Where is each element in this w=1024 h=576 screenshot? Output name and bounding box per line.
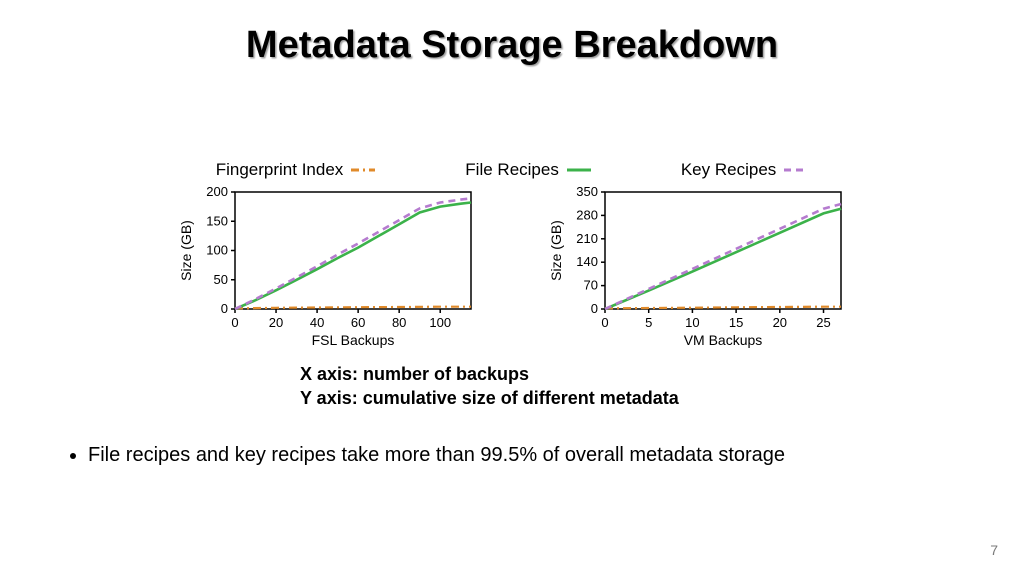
svg-text:200: 200 bbox=[206, 186, 228, 199]
svg-text:210: 210 bbox=[576, 231, 598, 246]
svg-text:280: 280 bbox=[576, 207, 598, 222]
legend-item-key-recipes: Key Recipes bbox=[681, 160, 808, 180]
svg-text:5: 5 bbox=[645, 315, 652, 330]
svg-text:50: 50 bbox=[214, 272, 228, 287]
svg-text:40: 40 bbox=[310, 315, 324, 330]
legend-label: File Recipes bbox=[465, 160, 559, 180]
svg-text:15: 15 bbox=[729, 315, 743, 330]
bullet-list: File recipes and key recipes take more t… bbox=[60, 442, 964, 469]
caption-y: Y axis: cumulative size of different met… bbox=[300, 386, 679, 410]
svg-text:0: 0 bbox=[221, 301, 228, 316]
axes-caption: X axis: number of backups Y axis: cumula… bbox=[300, 362, 679, 411]
svg-text:25: 25 bbox=[816, 315, 830, 330]
slide: Metadata Storage Breakdown Fingerprint I… bbox=[0, 0, 1024, 576]
svg-text:350: 350 bbox=[576, 186, 598, 199]
legend-swatch-dashdot-icon bbox=[351, 163, 375, 177]
chart-fsl: 0 20 40 60 80 100 0 50 100 150 200 FSL Backups Size … bbox=[177, 186, 477, 351]
legend-item-file-recipes: File Recipes bbox=[465, 160, 591, 180]
charts-row: 020406080100050100150200FSL BackupsSize … bbox=[0, 186, 1024, 351]
svg-text:FSL Backups: FSL Backups bbox=[312, 332, 395, 348]
bullet-item: File recipes and key recipes take more t… bbox=[88, 442, 964, 469]
svg-text:20: 20 bbox=[773, 315, 787, 330]
svg-text:150: 150 bbox=[206, 213, 228, 228]
svg-text:Size (GB): Size (GB) bbox=[548, 220, 564, 281]
svg-text:0: 0 bbox=[591, 301, 598, 316]
slide-title: Metadata Storage Breakdown bbox=[0, 24, 1024, 67]
svg-text:60: 60 bbox=[351, 315, 365, 330]
svg-text:0: 0 bbox=[601, 315, 608, 330]
legend-row: Fingerprint Index File Recipes Key Recip… bbox=[0, 160, 1024, 180]
legend-item-fingerprint: Fingerprint Index bbox=[216, 160, 376, 180]
svg-text:80: 80 bbox=[392, 315, 406, 330]
svg-text:100: 100 bbox=[429, 315, 451, 330]
svg-text:100: 100 bbox=[206, 243, 228, 258]
svg-text:140: 140 bbox=[576, 254, 598, 269]
legend-label: Key Recipes bbox=[681, 160, 776, 180]
legend-swatch-dashed-icon bbox=[784, 163, 808, 177]
caption-x: X axis: number of backups bbox=[300, 362, 679, 386]
legend-label: Fingerprint Index bbox=[216, 160, 344, 180]
svg-text:0: 0 bbox=[231, 315, 238, 330]
svg-text:10: 10 bbox=[685, 315, 699, 330]
svg-text:VM Backups: VM Backups bbox=[684, 332, 763, 348]
svg-text:20: 20 bbox=[269, 315, 283, 330]
legend-swatch-solid-icon bbox=[567, 163, 591, 177]
svg-text:70: 70 bbox=[584, 278, 598, 293]
svg-text:Size (GB): Size (GB) bbox=[178, 220, 194, 281]
chart-vm: 0 5 10 15 20 25 0 70 140 210 280 350 VM Backups Size … bbox=[547, 186, 847, 351]
page-number: 7 bbox=[990, 542, 998, 558]
